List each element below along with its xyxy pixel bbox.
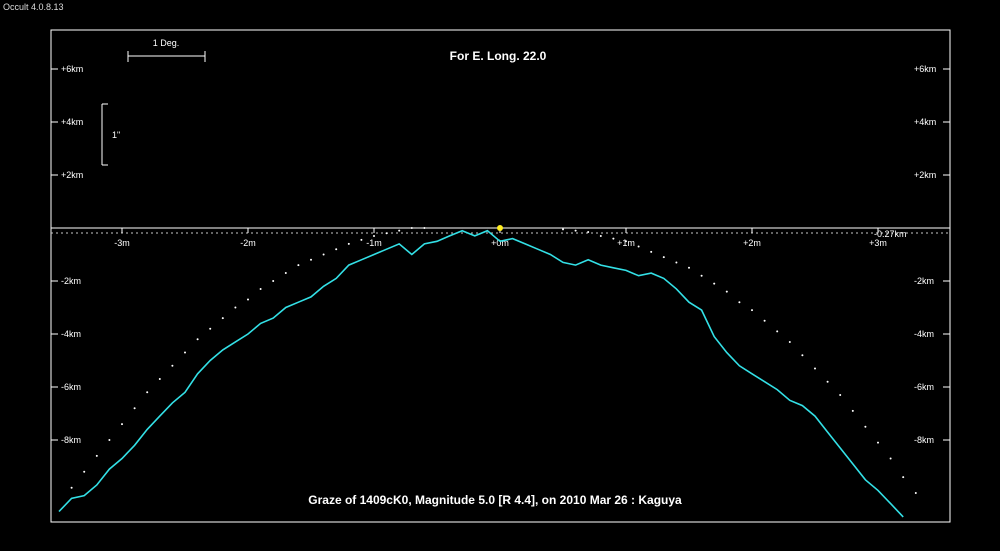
series-point <box>902 476 905 479</box>
series-point <box>297 264 300 267</box>
series-point <box>196 338 199 341</box>
series-point <box>713 282 716 285</box>
series-point <box>776 330 779 333</box>
series-line-profile <box>58 229 904 518</box>
plot-frame <box>50 29 951 523</box>
series-point <box>700 274 703 277</box>
series-point <box>612 237 615 240</box>
x-tick-label: -1m <box>366 238 382 248</box>
series-point <box>864 425 867 428</box>
series-point <box>108 439 111 441</box>
series-point <box>662 256 665 259</box>
series-point <box>322 253 325 256</box>
y-tick-label-left: +4km <box>61 117 83 127</box>
y-tick-label-right: -4km <box>914 329 934 339</box>
series-point <box>70 486 73 489</box>
series-point <box>650 250 653 253</box>
series-point <box>133 407 136 410</box>
vertical-scale-label: 1" <box>112 130 120 140</box>
x-tick-label: -3m <box>114 238 130 248</box>
series-point <box>347 242 350 245</box>
series-point <box>688 266 690 269</box>
app-title: Occult 4.0.8.13 <box>3 2 64 12</box>
series-point <box>877 441 879 444</box>
series-point <box>247 298 249 301</box>
series-point <box>360 238 363 241</box>
x-tick-label: +1m <box>617 238 635 248</box>
series-point <box>310 258 312 261</box>
star-marker <box>497 225 503 231</box>
y-tick-label-left: -6km <box>61 382 81 392</box>
y-tick-label-left: +2km <box>61 170 83 180</box>
series-point <box>259 287 262 290</box>
series-point <box>209 327 212 330</box>
x-tick-label: -2m <box>240 238 256 248</box>
series-layer <box>58 225 917 518</box>
series-point <box>410 227 413 229</box>
series-point <box>423 227 426 229</box>
horizontal-scale-label: 1 Deg. <box>153 38 180 48</box>
series-point <box>284 272 287 275</box>
series-point <box>398 229 401 232</box>
series-point <box>839 393 842 396</box>
series-point <box>889 457 892 460</box>
series-point <box>562 228 564 231</box>
series-point <box>221 317 224 320</box>
series-point <box>637 245 640 248</box>
x-tick-label: +0m <box>491 238 509 248</box>
series-point <box>171 364 174 367</box>
y-tick-label-right: +6km <box>914 64 936 74</box>
x-axis-ticks: -3m -2m -1m +0m +1m +2m +3m <box>114 228 887 248</box>
series-point <box>625 240 627 243</box>
x-tick-label: +2m <box>743 238 761 248</box>
series-point <box>587 230 590 233</box>
series-point <box>385 232 388 235</box>
series-point <box>675 261 678 264</box>
series-point <box>83 470 86 473</box>
y-axis-ticks: +6km +6km +4km +4km +2km +2km -2km -2km -4km -4km… <box>51 64 950 445</box>
series-point <box>95 454 98 457</box>
limb-offset-label: -0.27km <box>874 229 907 239</box>
series-point <box>914 492 917 494</box>
series-point <box>826 380 829 383</box>
series-point <box>738 301 741 304</box>
y-tick-label-left: +6km <box>61 64 83 74</box>
series-point <box>814 367 816 370</box>
y-tick-label-right: +2km <box>914 170 936 180</box>
chart-title: For E. Long. 22.0 <box>450 49 547 63</box>
series-point <box>158 378 161 381</box>
y-tick-label-right: +4km <box>914 117 936 127</box>
series-point <box>373 234 375 237</box>
series-point <box>574 229 577 232</box>
horizontal-scale-bar: 1 Deg. <box>127 38 206 62</box>
vertical-scale-bar: 1" <box>101 103 120 166</box>
series-point <box>725 290 728 293</box>
y-tick-label-right: -2km <box>914 276 934 286</box>
series-point <box>599 234 602 237</box>
y-tick-label-right: -6km <box>914 382 934 392</box>
series-point <box>184 351 186 354</box>
series-point <box>851 409 854 412</box>
y-tick-label-left: -2km <box>61 276 81 286</box>
series-point <box>751 309 753 312</box>
y-tick-label-left: -8km <box>61 435 81 445</box>
chart-caption: Graze of 1409cK0, Magnitude 5.0 [R 4.4],… <box>308 493 682 507</box>
y-tick-label-right: -8km <box>914 435 934 445</box>
x-tick-label: +3m <box>869 238 887 248</box>
series-point <box>146 391 149 394</box>
series-point <box>788 340 791 343</box>
series-point <box>272 280 275 282</box>
series-point <box>121 423 123 426</box>
series-point <box>801 354 804 357</box>
series-point <box>234 306 237 309</box>
series-point <box>335 248 338 251</box>
series-point <box>763 319 766 322</box>
y-tick-label-left: -4km <box>61 329 81 339</box>
